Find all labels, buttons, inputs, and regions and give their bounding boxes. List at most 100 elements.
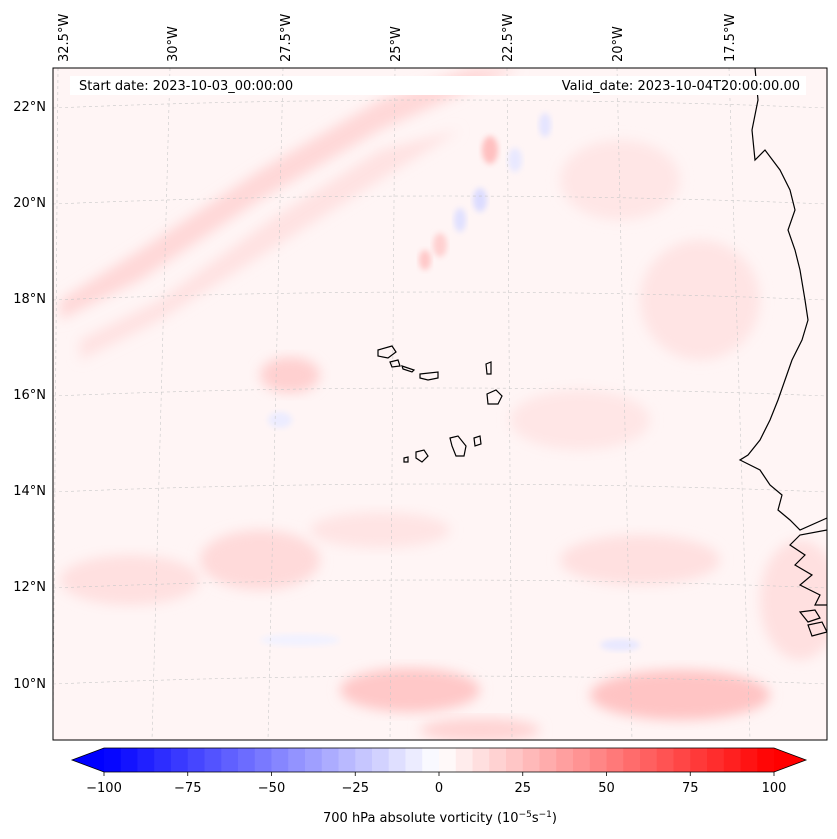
colorbar-tick-label: 75 (682, 781, 699, 796)
lon-label-20w: 20°W (611, 26, 626, 62)
colorbar-cell (656, 748, 674, 772)
meridian-25w (389, 68, 396, 740)
vorticity-field (53, 68, 827, 740)
colorbar-cell (707, 748, 725, 772)
longitude-labels: 32.5°W 30°W 27.5°W 25°W 22.5°W 20°W 17.5… (57, 14, 738, 62)
lat-label-10n: 10°N (13, 677, 46, 692)
colorbar-cell (238, 748, 256, 772)
lat-label-18n: 18°N (13, 292, 46, 307)
lon-label-27-5w: 27.5°W (279, 14, 294, 62)
colorbar-cell (573, 748, 591, 772)
colorbar-cell (271, 748, 289, 772)
colorbar-cell (723, 748, 741, 772)
colorbar-cell (740, 748, 758, 772)
colorbar-cell (305, 748, 323, 772)
lon-label-17-5w: 17.5°W (723, 14, 738, 62)
colorbar-cell (455, 748, 473, 772)
meridian-20w (616, 68, 633, 740)
colorbar-cell (221, 748, 239, 772)
colorbar-cells (104, 748, 775, 772)
colorbar-cell (556, 748, 574, 772)
colorbar-cell (338, 748, 356, 772)
lon-label-25w: 25°W (389, 26, 404, 62)
colorbar-cell (120, 748, 138, 772)
colorbar-cell (137, 748, 155, 772)
island-sal (485, 361, 492, 375)
colorbar-tick-label: 0 (435, 781, 443, 796)
colorbar-tick-label: 25 (514, 781, 531, 796)
graticule (53, 68, 827, 740)
colorbar-cell (539, 748, 557, 772)
colorbar-cell (288, 748, 306, 772)
colorbar-tick-label: 100 (762, 781, 787, 796)
colorbar-cell (355, 748, 373, 772)
lat-label-16n: 16°N (13, 388, 46, 403)
island-santo-antao (377, 345, 397, 359)
colorbar-cell (506, 748, 524, 772)
start-date-label: Start date: 2023-10-03_00:00:00 (79, 79, 293, 94)
colorbar-cell (104, 748, 122, 772)
island-santa-luzia (419, 371, 439, 381)
colorbar-cell (757, 748, 775, 772)
meridian-30w (151, 68, 171, 740)
parallel-16n (53, 387, 827, 397)
colorbar-cell (472, 748, 490, 772)
colorbar-cell (673, 748, 691, 772)
lon-label-32-5w: 32.5°W (57, 14, 72, 62)
meridian-22-5w (506, 68, 513, 740)
colorbar-cell (640, 748, 658, 772)
island-boa-vista (486, 389, 503, 405)
colorbar-cell (204, 748, 222, 772)
parallel-10n (53, 675, 827, 685)
colorbar: −100 −75 −50 −25 0 25 50 75 100 700 hPa absolute… (70, 747, 808, 826)
colorbar-tick-label: 50 (598, 781, 615, 796)
lat-label-12n: 12°N (13, 580, 46, 595)
colorbar-cell (171, 748, 189, 772)
colorbar-cell (589, 748, 607, 772)
colorbar-ticks: −100 −75 −50 −25 0 25 50 75 100 (86, 772, 786, 796)
island-santiago (449, 435, 467, 457)
parallel-18n (53, 291, 827, 301)
vorticity-band-northwest (60, 68, 520, 320)
colorbar-cell (690, 748, 708, 772)
island-sao-nicolau (401, 365, 416, 373)
map-frame (52, 67, 828, 741)
colorbar-cell (154, 748, 172, 772)
colorbar-cell (321, 748, 339, 772)
colorbar-cell (372, 748, 390, 772)
colorbar-cell (439, 748, 457, 772)
parallel-14n (53, 483, 827, 493)
colorbar-cell (405, 748, 423, 772)
colorbar-tick-label: −25 (342, 781, 369, 796)
colorbar-label: 700 hPa absolute vorticity (10−5s−1) (323, 810, 557, 826)
meridian-17-5w (728, 68, 751, 740)
latitude-labels: 22°N 20°N 18°N 16°N 14°N 12°N 10°N (13, 100, 46, 692)
lat-label-20n: 20°N (13, 196, 46, 211)
lat-label-14n: 14°N (13, 484, 46, 499)
meridian-27-5w (267, 68, 284, 740)
island-maio (473, 435, 482, 447)
parallel-22n (53, 99, 827, 109)
coastline-africa (738, 68, 827, 531)
island-sao-vicente (389, 359, 401, 368)
colorbar-cell (254, 748, 272, 772)
lon-label-22-5w: 22.5°W (501, 14, 516, 62)
colorbar-cell (422, 748, 440, 772)
colorbar-cell (623, 748, 641, 772)
lat-label-22n: 22°N (13, 100, 46, 115)
island-bijagos-2 (807, 621, 827, 637)
colorbar-min-extend (72, 748, 104, 772)
colorbar-tick-label: −75 (174, 781, 201, 796)
island-brava (403, 456, 409, 463)
valid-date-label: Valid_date: 2023-10-04T20:00:00.00 (562, 79, 800, 94)
lon-label-30w: 30°W (166, 26, 181, 62)
colorbar-cell (489, 748, 507, 772)
parallel-20n (53, 195, 827, 205)
colorbar-cell (187, 748, 205, 772)
colorbar-tick-label: −100 (86, 781, 122, 796)
island-bijagos (798, 609, 821, 623)
colorbar-cell (606, 748, 624, 772)
header-background (70, 76, 806, 95)
colorbar-max-extend (774, 748, 806, 772)
